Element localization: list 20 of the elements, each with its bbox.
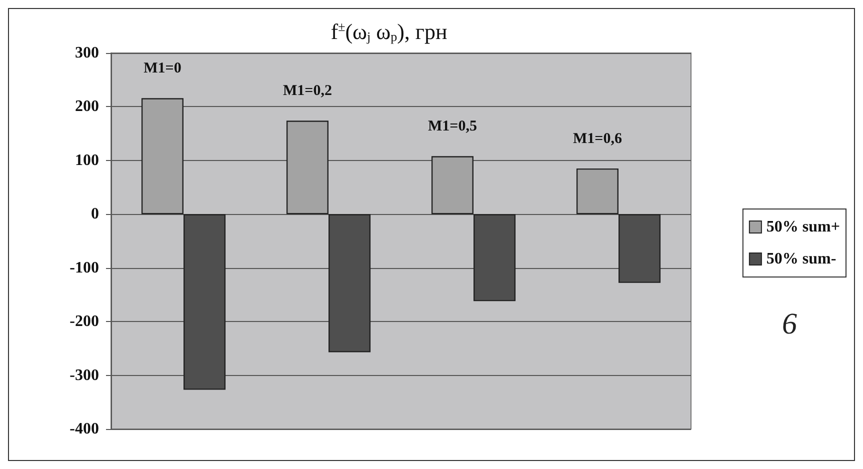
bar <box>286 120 328 214</box>
x-tick-label: M1=0 <box>144 60 182 77</box>
text: 6 <box>782 308 797 340</box>
bar <box>576 168 618 214</box>
legend-label: 50% sum- <box>766 250 836 268</box>
bar <box>141 98 184 214</box>
y-tick-label: 100 <box>75 152 99 169</box>
y-tick-label: 0 <box>91 206 99 223</box>
y-tick-label: 200 <box>75 98 99 116</box>
x-tick-label: M1=0,6 <box>572 130 622 147</box>
y-tick-label: -200 <box>70 313 99 330</box>
y-tick-label: -400 <box>70 420 99 438</box>
y-tick-label: -100 <box>70 259 99 276</box>
x-tick-label: M1=0,2 <box>282 83 332 100</box>
y-tick-label: -300 <box>70 366 99 384</box>
chart-title: f±(ωj ωp), грн <box>330 19 448 44</box>
bar <box>431 156 474 214</box>
legend-label: 50% sum+ <box>766 218 840 236</box>
y-tick-label: 300 <box>75 44 99 62</box>
x-tick-label: M1=0,5 <box>428 118 477 135</box>
